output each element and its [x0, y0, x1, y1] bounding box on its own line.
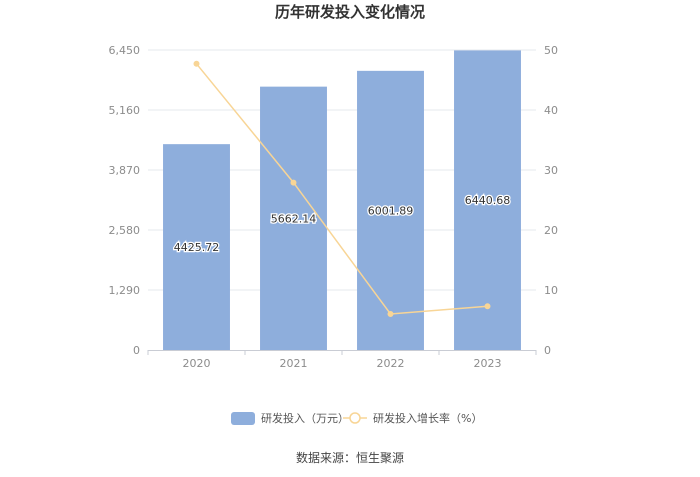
x-axis-tick-label: 2023	[474, 357, 502, 370]
legend-bar-label: 研发投入（万元）	[261, 411, 349, 425]
left-axis-tick-label: 3,870	[109, 164, 141, 177]
bar-series: 4425.72 5662.14 6001.89 6440.68	[163, 50, 521, 351]
bar-value-label: 6440.68	[465, 194, 511, 207]
right-axis-tick-label: 30	[544, 164, 558, 177]
legend-line-marker	[349, 412, 361, 424]
bar-value-label: 6001.89	[368, 204, 414, 217]
bar-value-label: 4425.72	[174, 241, 220, 254]
right-axis-tick-label: 50	[544, 44, 558, 57]
bar-2020	[163, 144, 230, 350]
right-axis-tick-label: 40	[544, 104, 558, 117]
x-axis-tick-label: 2022	[377, 357, 405, 370]
bar-value-label: 5662.14	[271, 212, 317, 225]
legend: 研发投入（万元） 研发投入增长率（%）	[231, 411, 482, 425]
left-axis-tick-label: 0	[133, 344, 140, 357]
x-axis-tick-label: 2020	[183, 357, 211, 370]
left-axis-ticks: 0 1,290 2,580 3,870 5,160 6,450	[109, 44, 141, 357]
legend-line-label: 研发投入增长率（%）	[373, 411, 482, 425]
bar-2021	[260, 86, 327, 350]
left-axis-tick-label: 2,580	[109, 224, 141, 237]
right-axis-tick-label: 10	[544, 284, 558, 297]
growth-point-2023	[484, 303, 491, 310]
legend-bar-swatch	[231, 412, 255, 425]
growth-line-series	[193, 60, 491, 317]
growth-point-2020	[193, 60, 200, 67]
x-axis-tick-label: 2021	[280, 357, 308, 370]
x-axis: 2020 2021 2022 2023	[147, 350, 537, 370]
left-axis-tick-label: 5,160	[109, 104, 141, 117]
right-axis-tick-label: 20	[544, 224, 558, 237]
right-axis-ticks: 0 10 20 30 40 50	[544, 44, 558, 357]
left-axis-tick-label: 6,450	[109, 44, 141, 57]
bar-2023	[454, 50, 521, 351]
growth-point-2021	[290, 179, 297, 186]
bar-2022	[357, 70, 424, 351]
data-source: 数据来源：恒生聚源	[296, 450, 404, 465]
chart-title: 历年研发投入变化情况	[275, 3, 425, 21]
growth-line	[195, 63, 488, 315]
left-axis-tick-label: 1,290	[109, 284, 141, 297]
right-axis-tick-label: 0	[544, 344, 551, 357]
growth-point-2022	[387, 311, 394, 317]
